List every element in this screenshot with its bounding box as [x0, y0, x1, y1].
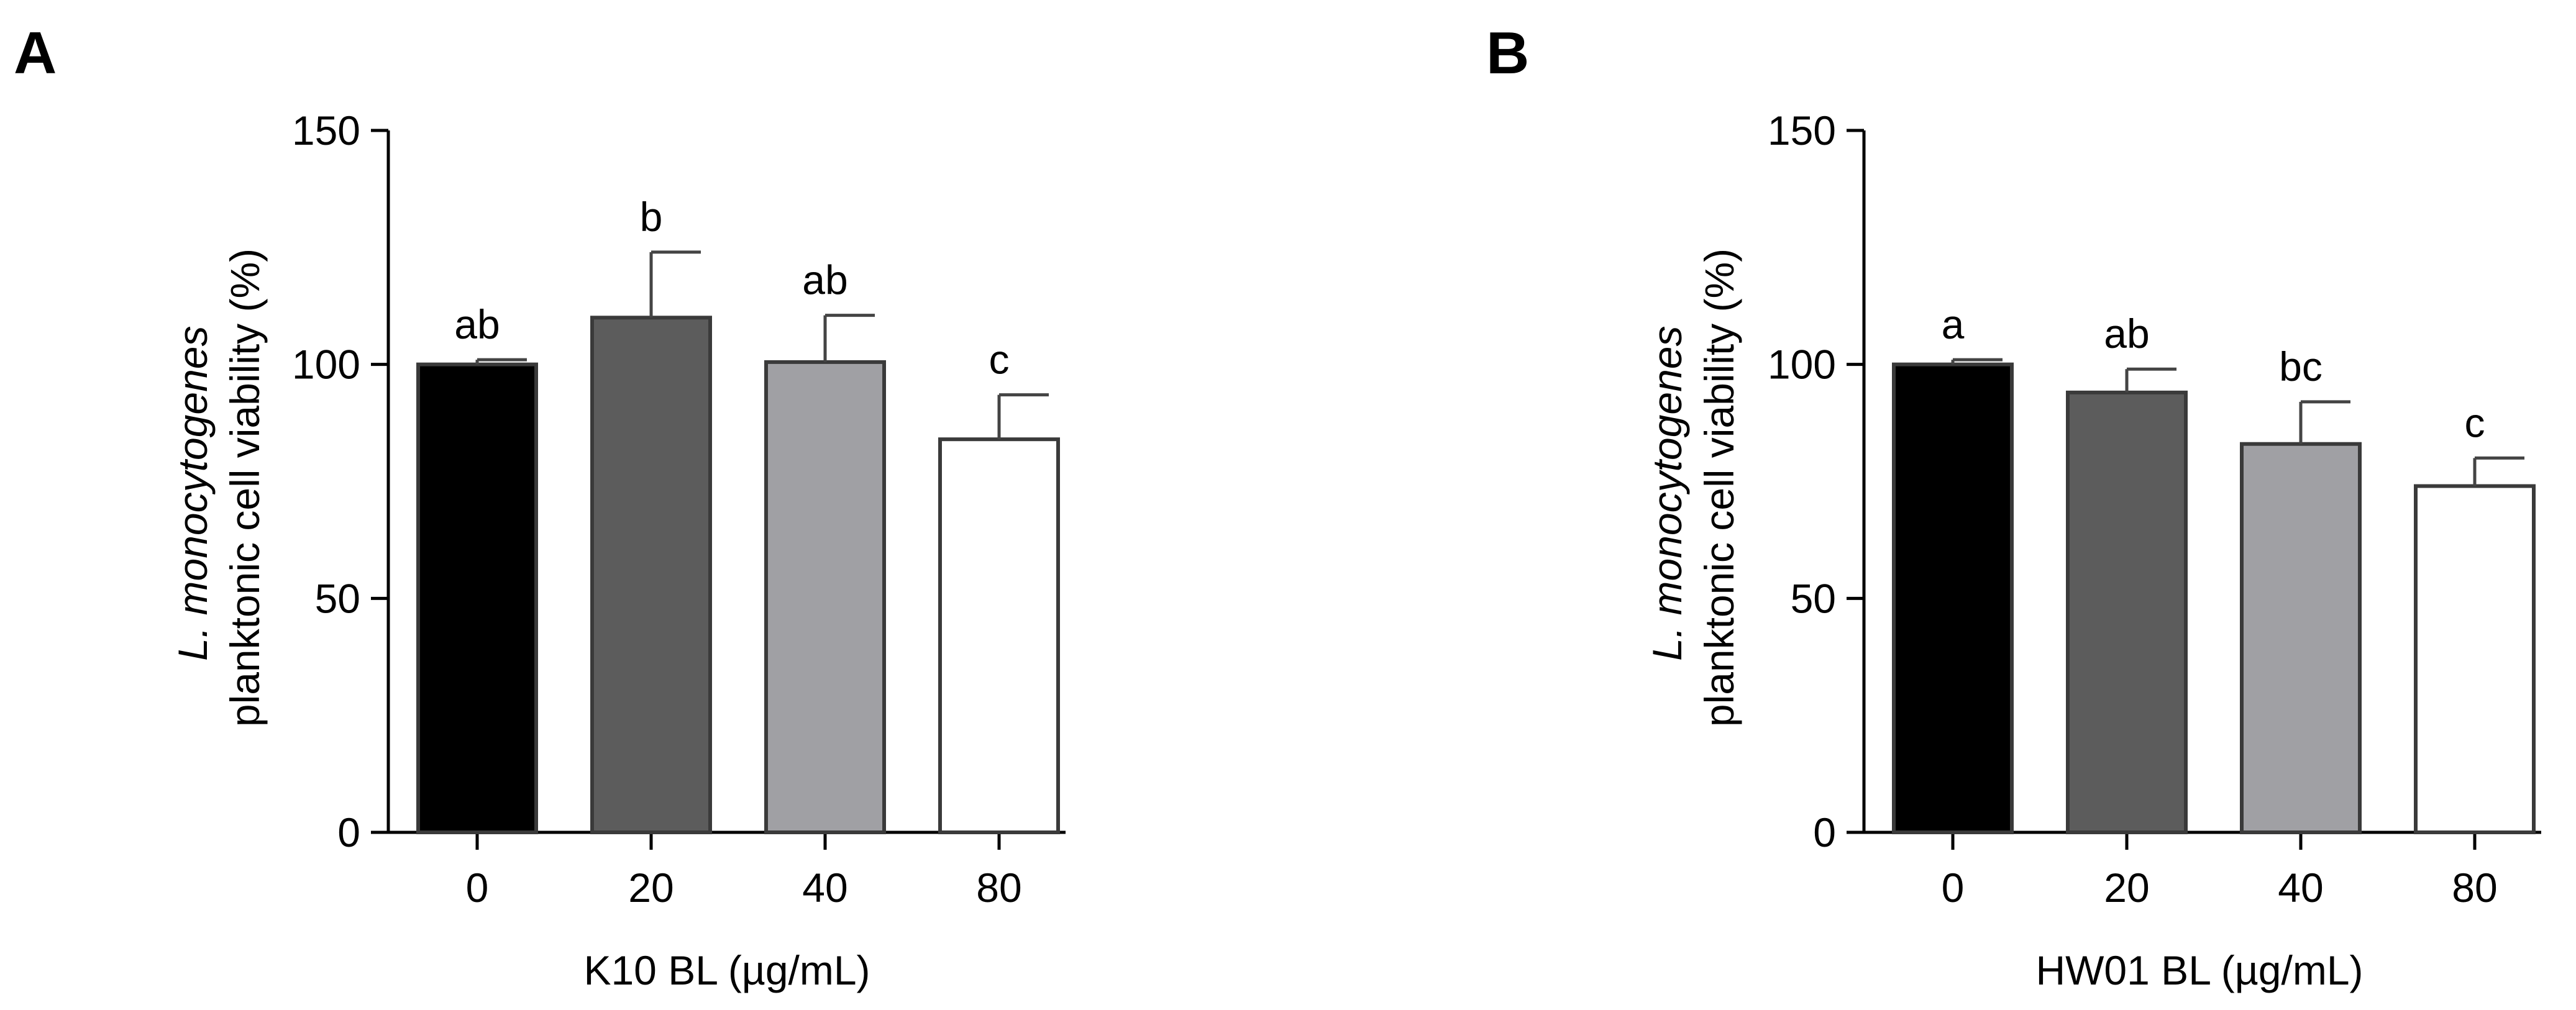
panel-b-letter-80: c: [2465, 399, 2485, 445]
panel-b-x-tick-label-0: 0: [1942, 865, 1965, 911]
panel-a-y-tick-label-150: 150: [292, 107, 360, 153]
panel-a-bar-20: [590, 316, 712, 835]
panel-a-bars: [416, 316, 1060, 835]
panel-a-x-tick-label-40: 40: [802, 865, 847, 911]
panel-b-x-tick-label-20: 20: [2104, 865, 2149, 911]
panel-a-bar-0: [416, 362, 538, 834]
panel-b-x-tick-label-80: 80: [2452, 865, 2497, 911]
panel-b-letter-0: a: [1942, 301, 1965, 347]
panel-a-y-tick-label-50: 50: [315, 575, 360, 621]
panel-a-letter: A: [14, 20, 57, 86]
panel-a-x-tick-label-0: 0: [466, 865, 489, 911]
panel-a-y-tick-label-0: 0: [337, 809, 360, 855]
panel-a-bar-40: [764, 360, 886, 834]
panel-a-bar-80: [938, 437, 1060, 834]
panel-a-significance-letters: ab b ab c: [454, 194, 1009, 383]
panel-a-x-tick-label-80: 80: [976, 865, 1021, 911]
panel-a-x-tick-label-20: 20: [628, 865, 674, 911]
panel-a-y-axis-title-species: L. monocytogenes: [170, 326, 216, 661]
panel-a-tick-labels: 0 50 100 150 0 20 40 80: [292, 107, 1022, 911]
panel-a-error-bars: [475, 250, 1049, 440]
panel-b-y-tick-label-150: 150: [1768, 107, 1836, 153]
panel-b-x-axis-title: HW01 BL (µg/mL): [2035, 947, 2363, 993]
panel-b-x-tick-label-40: 40: [2278, 865, 2323, 911]
panel-a-letter-40: ab: [802, 257, 847, 303]
panel-b-y-tick-label-0: 0: [1813, 809, 1836, 855]
panel-b-bar-0: [1892, 362, 2014, 834]
panel-b-letter-40: bc: [2279, 343, 2323, 389]
panel-a-letter-80: c: [989, 337, 1010, 383]
panel-b-letter-20: ab: [2104, 311, 2149, 357]
panel-a: A ab b ab c 0 50 100 150 0 20 40 80 K10 BL (µg/mL)…: [14, 20, 1066, 993]
panel-b-bar-20: [2066, 390, 2188, 834]
panel-b-y-tick-label-50: 50: [1791, 575, 1836, 621]
panel-a-x-axis-title: K10 BL (µg/mL): [583, 947, 870, 993]
panel-b-significance-letters: a ab bc c: [1942, 301, 2485, 445]
panel-a-letter-20: b: [640, 194, 663, 240]
panel-b-y-axis-title: L. monocytogenes planktonic cell viabili…: [1644, 248, 1742, 727]
panel-a-y-tick-label-100: 100: [292, 342, 360, 388]
panel-b: B a ab bc c 0 50 100 150 0 20 40 80 HW01 BL (µg/mL…: [1486, 20, 2541, 993]
panel-b-tick-labels: 0 50 100 150 0 20 40 80: [1768, 107, 2498, 911]
panel-a-letter-0: ab: [454, 301, 500, 347]
panel-b-y-axis-title-species: L. monocytogenes: [1644, 326, 1690, 661]
panel-b-bar-80: [2414, 484, 2536, 834]
panel-b-error-bars: [1951, 358, 2524, 486]
panel-a-y-axis-title-measure: planktonic cell viability (%): [222, 248, 268, 727]
panel-b-bars: [1892, 362, 2536, 834]
panel-b-y-axis-title-measure: planktonic cell viability (%): [1696, 248, 1742, 727]
panel-a-y-axis-title: L. monocytogenes planktonic cell viabili…: [170, 248, 268, 727]
panel-b-y-tick-label-100: 100: [1768, 342, 1836, 388]
panel-b-letter: B: [1486, 20, 1529, 86]
panel-b-bar-40: [2240, 442, 2362, 834]
